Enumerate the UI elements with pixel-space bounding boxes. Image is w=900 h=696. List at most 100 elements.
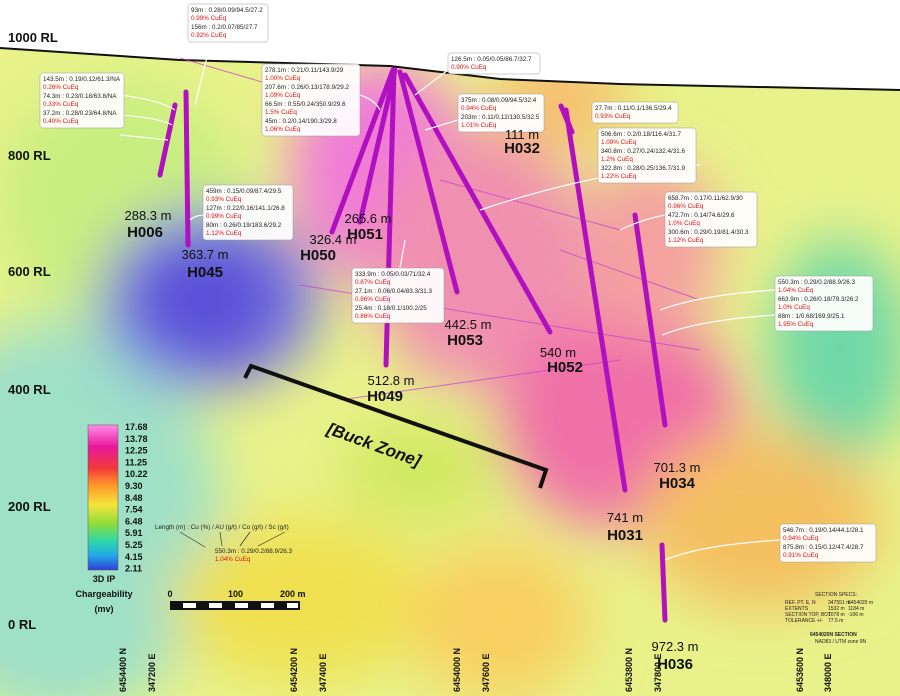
- scale-label: 100: [228, 589, 243, 599]
- callout-box: [447, 52, 541, 75]
- scale-bar: [170, 601, 300, 610]
- projection: NAD83 / UTM zone 9N: [815, 639, 867, 645]
- cueq: 1.0% CuEq: [668, 220, 700, 227]
- hole-depth: 741 m: [607, 510, 643, 525]
- intercept: 37.2m : 0.28/0.23/64.8/NA: [43, 110, 117, 117]
- coordinate: 347600 E: [481, 653, 491, 692]
- intercept: 207.6m : 0.26/0.13/178.9/29.2: [265, 84, 350, 91]
- hole-name: H053: [447, 332, 483, 349]
- coordinate: 6454400 N: [118, 648, 128, 692]
- intercept: 27.7m : 0.11/0.1/136.5/29.4: [595, 105, 672, 112]
- intercept: 203m : 0.11/0.12/130.5/32.5: [461, 114, 540, 121]
- hole-depth: 265.6 m: [345, 211, 392, 226]
- rl-label: 800 RL: [8, 148, 51, 163]
- cueq: 1.06% CuEq: [265, 126, 301, 133]
- specs-cell: 6454020 m: [848, 600, 873, 606]
- hole-name: H050: [300, 247, 336, 264]
- coordinate: 6454000 N: [452, 648, 462, 692]
- specs-title: SECTION SPECS:: [815, 592, 857, 598]
- hole-name: H051: [347, 226, 383, 243]
- legend-value: 12.25: [125, 446, 148, 456]
- cueq: 0.93% CuEq: [206, 196, 242, 203]
- callout-box: [591, 101, 679, 124]
- coordinate: 6453800 N: [624, 648, 634, 692]
- callout-box: [597, 127, 697, 184]
- cueq: 0.92% CuEq: [191, 32, 227, 39]
- hole-name: H031: [607, 527, 643, 544]
- hole-depth: 363.7 m: [182, 247, 229, 262]
- specs-cell: TOLERANCE +/-: [785, 618, 823, 624]
- coordinate: 6454200 N: [289, 648, 299, 692]
- cueq: 0.99% CuEq: [206, 213, 242, 220]
- legend-value: 5.25: [125, 540, 143, 550]
- cueq: 1.0% CuEq: [778, 304, 810, 311]
- intercept: 278.1m : 0.21/0.11/143.9/29: [265, 67, 344, 74]
- intercept: 88m : 1/0.68/169.9/25.1: [778, 313, 845, 320]
- key-example: 550.3m : 0.29/0.2/88.9/26.3: [215, 548, 293, 555]
- rl-label: 0 RL: [8, 617, 36, 632]
- intercept: 459m : 0.15/0.09/87.4/29.5: [206, 188, 282, 195]
- callout-box: [457, 93, 545, 133]
- legend-title: 3D IP: [93, 574, 116, 584]
- callout-box: [202, 184, 294, 241]
- callout-box: [351, 267, 445, 324]
- coordinate: 347400 E: [318, 653, 328, 692]
- coordinate: 348000 E: [823, 653, 833, 692]
- cueq: 0.99% CuEq: [191, 15, 227, 22]
- intercept: 80m : 0.26/0.19/183.6/29.2: [206, 222, 282, 229]
- callout-box: [779, 523, 877, 563]
- intercept: 74.3m : 0.23/0.18/63.8/NA: [43, 93, 117, 100]
- legend-value: 9.30: [125, 481, 143, 491]
- section-name: 6454020N SECTION: [810, 632, 857, 638]
- hole-name: H052: [547, 359, 583, 376]
- legend-value: 13.78: [125, 434, 148, 444]
- intercept: 322.8m : 0.28/0.25/136.7/31.9: [601, 165, 686, 172]
- hole-depth: 540 m: [540, 345, 576, 360]
- specs-cell: 1184 m: [848, 606, 864, 612]
- cueq: 1.04% CuEq: [778, 287, 814, 294]
- intercept: 472.7m : 0.14/74.6/29.6: [668, 212, 735, 219]
- hole-name: H045: [187, 264, 223, 281]
- specs-cell: EXTENTS: [785, 606, 809, 612]
- specs-cell: SECTION TOP, BOT: [785, 612, 831, 618]
- intercept: 333.9m : 0.05/0.03/71/32.4: [355, 271, 431, 278]
- intercept: 27.1m : 0.06/0.04/83.3/31.3: [355, 288, 433, 295]
- intercept: 340.8m : 0.27/0.24/132.4/31.6: [601, 148, 686, 155]
- drill-traces: [157, 67, 668, 623]
- legend-value: 10.22: [125, 469, 148, 479]
- zone-bracket: [243, 363, 549, 489]
- intercept: 546.7m : 0.19/0.14/44.1/28.1: [783, 527, 864, 534]
- specs-cell: -106 m: [848, 612, 864, 618]
- rl-label: 1000 RL: [8, 30, 58, 45]
- cueq: 1.00% CuEq: [265, 75, 301, 82]
- cueq: 0.86% CuEq: [355, 296, 391, 303]
- legend-value: 7.54: [125, 505, 143, 515]
- intercept: 506.6m : 0.2/0.18/116.4/31.7: [601, 131, 682, 138]
- cueq: 0.91% CuEq: [783, 552, 819, 559]
- cueq: 1.22% CuEq: [601, 173, 637, 180]
- cueq: 1.12% CuEq: [668, 237, 704, 244]
- callout-box: [664, 191, 758, 248]
- cueq: 1.01% CuEq: [461, 122, 497, 129]
- rl-label: 200 RL: [8, 499, 51, 514]
- cueq: 0.93% CuEq: [595, 113, 631, 120]
- legend-value: 5.91: [125, 528, 143, 538]
- cueq: 1.95% CuEq: [778, 321, 814, 328]
- legend-title: (mv): [94, 604, 113, 614]
- legend-bar: [87, 424, 119, 571]
- hole-depth: 111 m: [505, 127, 539, 142]
- intercept: 663.9m : 0.26/0.18/79.3/26.2: [778, 296, 859, 303]
- specs-cell: 1078 m: [828, 612, 845, 618]
- callout-box: [39, 72, 125, 129]
- hole-depth: 972.3 m: [652, 639, 699, 654]
- intercept: 300.6m : 0.29/0.19/81.4/30.3: [668, 229, 749, 236]
- cueq: 0.40% CuEq: [43, 118, 79, 125]
- intercept: 127m : 0.22/0.16/141.1/26.8: [206, 205, 285, 212]
- key-header: Length (m) : Cu (%) / AU (g/t) / Co (g/t…: [155, 524, 289, 531]
- callout-box: [187, 3, 269, 43]
- callout-box: [261, 63, 361, 137]
- intercept: 93m : 0.28/0.09/94.5/27.2: [191, 7, 263, 14]
- specs-cell: 347551 m: [828, 600, 850, 606]
- specs-cell: 77.5 m: [828, 618, 843, 624]
